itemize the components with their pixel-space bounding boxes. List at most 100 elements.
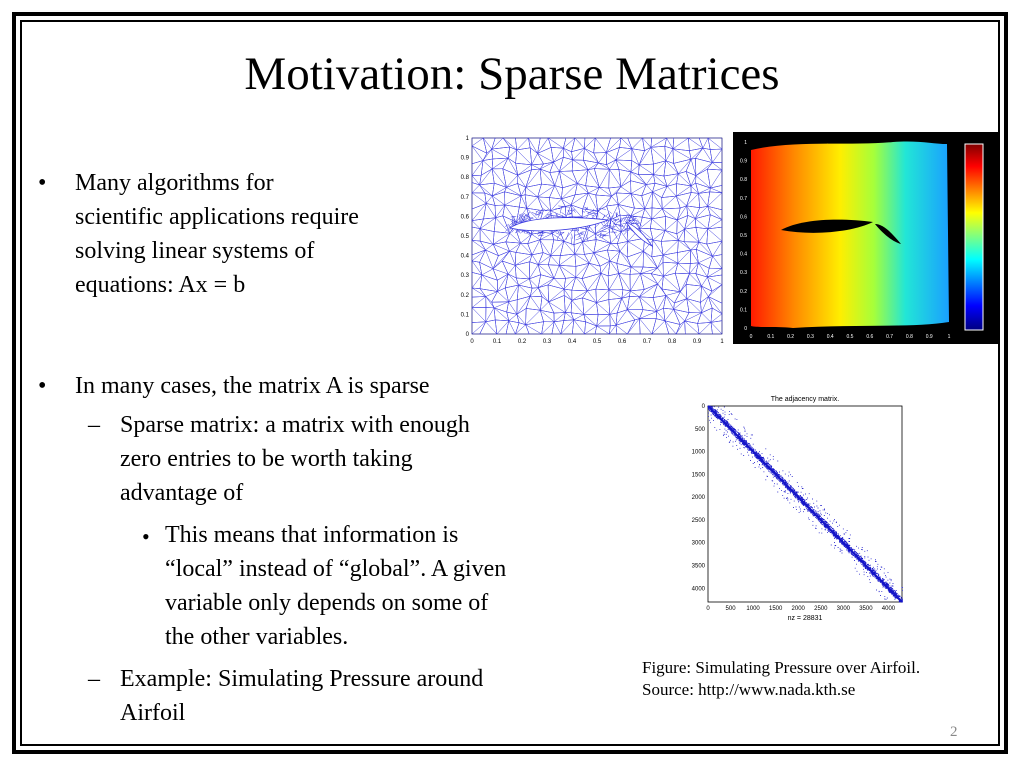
spy-nz-label: nz = 28831 xyxy=(788,615,823,622)
bullet-1-line: scientific applications require xyxy=(75,204,359,230)
colorbar-tick-labels: 1.3 1.25 1.2 1.15 1.1 1.05 1 0.95 0.9 0.85 xyxy=(985,144,995,330)
spy-nonzeros xyxy=(707,405,903,603)
spy-y-tick: 500 xyxy=(695,427,706,433)
mesh-x-tick: 0.6 xyxy=(618,339,627,345)
colorbar-tick: 1.2 xyxy=(985,184,992,190)
pressure-x-tick: 0.7 xyxy=(886,334,893,340)
bullet-1-line: Many algorithms for xyxy=(75,170,274,196)
spy-y-tick: 2000 xyxy=(692,495,706,501)
spy-x-tick: 3500 xyxy=(859,606,873,612)
pressure-x-tick: 0.2 xyxy=(787,334,794,340)
spy-axes xyxy=(707,405,903,603)
sub-sub-bullet-line: “local” instead of “global”. A given xyxy=(165,556,507,582)
mesh-y-tick: 0.6 xyxy=(461,214,470,220)
colorbar-tick: 1.3 xyxy=(985,144,992,150)
pressure-x-tick: 0.1 xyxy=(767,334,774,340)
spy-y-tick: 2500 xyxy=(692,518,706,524)
mesh-y-tick: 0.1 xyxy=(461,312,470,318)
spy-x-tick: 2500 xyxy=(814,606,828,612)
adjacency-matrix-figure: The adjacency matrix. 0 500 1000 1500 2000 25… xyxy=(680,392,910,624)
spy-y-tick: 3000 xyxy=(692,541,706,547)
pressure-y-tick: 0.6 xyxy=(740,214,747,220)
figure-caption: Figure: Simulating Pressure over Airfoil… xyxy=(642,657,920,701)
pressure-x-tick: 0.6 xyxy=(866,334,873,340)
pressure-x-tick: 1 xyxy=(948,334,951,340)
bullet-marker: • xyxy=(38,373,47,399)
mesh-x-tick: 0.2 xyxy=(518,339,527,345)
pressure-region xyxy=(751,141,949,328)
sub-bullet-line: Airfoil xyxy=(120,700,186,726)
sub-bullet-2b-text: Example: Simulating Pressure around Airf… xyxy=(120,662,483,730)
colorbar-tick: 0.85 xyxy=(985,324,995,330)
pressure-y-tick: 0.3 xyxy=(740,270,747,276)
mesh-x-tick: 0.1 xyxy=(493,339,502,345)
spy-x-tick: 500 xyxy=(726,606,737,612)
pressure-field-figure: 1.3 1.25 1.2 1.15 1.1 1.05 1 0.95 0.9 0.85 0 0.1 0.… xyxy=(733,132,999,344)
sub-bullet-line: zero entries to be worth taking xyxy=(120,446,413,472)
sub-sub-bullet-line: variable only depends on some of xyxy=(165,590,489,616)
pressure-colorbar xyxy=(964,143,984,331)
mesh-y-tick: 0.4 xyxy=(461,254,470,260)
mesh-y-tick: 1 xyxy=(466,136,470,142)
spy-x-tick: 0 xyxy=(706,606,710,612)
spy-x-tick: 2000 xyxy=(792,606,806,612)
pressure-y-tick: 0 xyxy=(744,326,747,332)
pressure-x-tick: 0.4 xyxy=(827,334,834,340)
mesh-lines xyxy=(471,137,723,335)
pressure-x-tick: 0 xyxy=(750,334,753,340)
sub-sub-bullet-line: This means that information is xyxy=(165,522,459,548)
pressure-y-tick: 0.2 xyxy=(740,289,747,295)
pressure-y-tick: 0.1 xyxy=(740,307,747,313)
bullet-1-text: Many algorithms for scientific applicati… xyxy=(75,166,359,302)
slide-inner-border xyxy=(20,20,1000,746)
colorbar-tick: 1.1 xyxy=(985,224,992,230)
bullet-1-line: solving linear systems of xyxy=(75,238,315,264)
colorbar-tick: 0.95 xyxy=(985,284,995,290)
pressure-x-tick: 0.5 xyxy=(847,334,854,340)
mesh-y-tick: 0.8 xyxy=(461,175,470,181)
airfoil-flap-shape xyxy=(875,224,901,244)
mesh-x-tick: 0.7 xyxy=(643,339,652,345)
spy-y-tick: 1000 xyxy=(692,450,706,456)
bullet-2-text: In many cases, the matrix A is sparse xyxy=(75,373,430,399)
pressure-y-tick: 0.4 xyxy=(740,252,747,258)
spy-y-tick: 0 xyxy=(702,404,706,410)
pressure-x-tick-labels: 0 0.1 0.2 0.3 0.4 0.5 0.6 0.7 0.8 0.9 1 xyxy=(750,334,951,340)
sub-bullet-2a-text: Sparse matrix: a matrix with enough zero… xyxy=(120,408,470,510)
spy-y-tick-labels: 0 500 1000 1500 2000 2500 3000 3500 4000 xyxy=(692,404,706,592)
colorbar-tick: 1.15 xyxy=(985,204,995,210)
caption-line: Figure: Simulating Pressure over Airfoil… xyxy=(642,658,921,677)
caption-line: Source: http://www.nada.kth.se xyxy=(642,680,856,699)
mesh-x-tick: 0.9 xyxy=(693,339,702,345)
sub-sub-bullet-marker: • xyxy=(142,524,150,549)
slide-outer-border xyxy=(12,12,1008,754)
pressure-x-tick: 0.9 xyxy=(926,334,933,340)
mesh-y-tick: 0.3 xyxy=(461,273,470,279)
colorbar-tick: 1.05 xyxy=(985,244,995,250)
airfoil-mesh-figure: 0 0.1 0.2 0.3 0.4 0.5 0.6 0.7 0.8 0.9 1 0 0.1 0.2 0.3… xyxy=(448,130,730,348)
sub-sub-bullet-text: This means that information is “local” i… xyxy=(165,518,506,654)
colorbar-tick: 0.9 xyxy=(985,304,992,310)
mesh-y-tick: 0.7 xyxy=(461,195,470,201)
spy-diagonal xyxy=(707,405,903,603)
mesh-x-tick: 1 xyxy=(720,339,724,345)
pressure-x-tick: 0.3 xyxy=(807,334,814,340)
spy-x-tick: 4000 xyxy=(882,606,896,612)
mesh-x-tick: 0.5 xyxy=(593,339,602,345)
adjacency-title: The adjacency matrix. xyxy=(771,396,840,403)
mesh-y-tick: 0.2 xyxy=(461,293,470,299)
pressure-y-tick: 1 xyxy=(744,140,747,146)
pressure-x-tick: 0.8 xyxy=(906,334,913,340)
spy-x-tick: 3000 xyxy=(837,606,851,612)
colorbar-tick: 1 xyxy=(985,264,988,270)
airfoil-main-shape xyxy=(781,219,873,233)
sub-bullet-line: Sparse matrix: a matrix with enough xyxy=(120,412,470,438)
pressure-y-tick: 0.5 xyxy=(740,233,747,239)
mesh-x-tick: 0 xyxy=(470,339,474,345)
mesh-grid xyxy=(471,137,723,335)
mesh-x-tick-labels: 0 0.1 0.2 0.3 0.4 0.5 0.6 0.7 0.8 0.9 1 xyxy=(470,339,724,345)
colorbar-tick: 1.25 xyxy=(985,164,995,170)
sub-bullet-marker: – xyxy=(88,412,100,438)
sub-bullet-line: Example: Simulating Pressure around xyxy=(120,666,484,692)
pressure-y-tick-labels: 0 0.1 0.2 0.3 0.4 0.5 0.6 0.7 0.8 0.9 1 xyxy=(740,140,747,332)
